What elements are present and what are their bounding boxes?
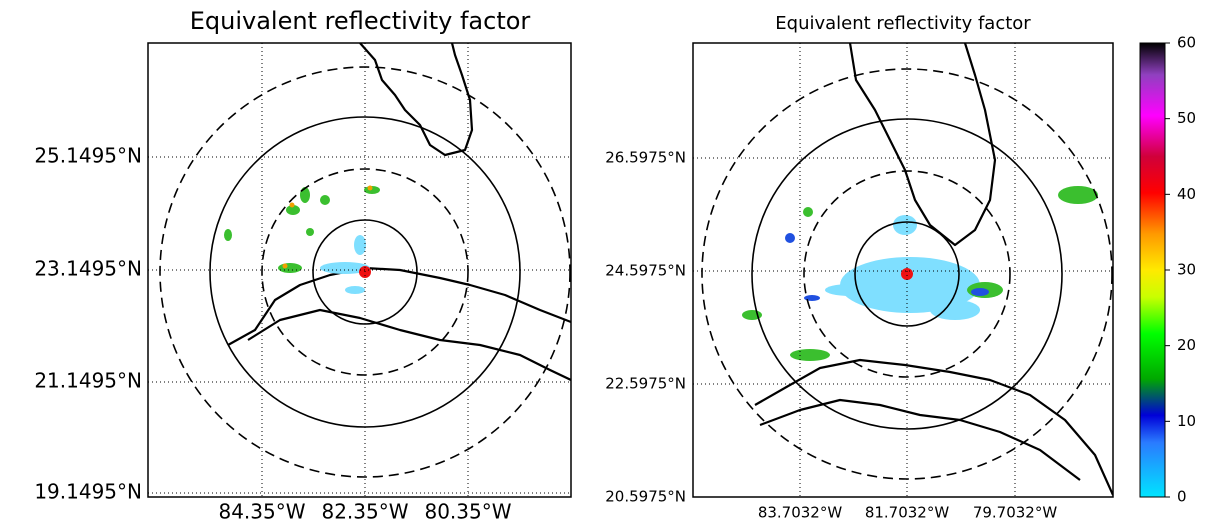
map-frame: [692, 42, 1114, 498]
lat-label: 26.5975°N: [605, 149, 686, 167]
left-map: [224, 43, 571, 381]
lat-label: 19.1495°N: [34, 480, 142, 504]
lat-label: 22.5975°N: [605, 375, 686, 393]
lon-label: 84.35°W: [218, 500, 305, 524]
lat-label: 24.5975°N: [605, 262, 686, 280]
range-ring: [312, 219, 418, 325]
colorbar: [1139, 42, 1166, 498]
colorbar-label: 0: [1177, 488, 1187, 506]
lat-label: 20.5975°N: [605, 488, 686, 506]
colorbar-label: 10: [1177, 412, 1196, 430]
lon-label: 82.35°W: [321, 500, 408, 524]
lat-label: 23.1495°N: [34, 257, 142, 281]
panel-title: Equivalent reflectivity factor: [775, 13, 1031, 34]
lat-label: 25.1495°N: [34, 144, 142, 168]
colorbar-label: 20: [1177, 336, 1196, 354]
panel-title: Equivalent reflectivity factor: [190, 7, 531, 35]
colorbar-label: 60: [1177, 34, 1196, 52]
lon-label: 79.7032°W: [973, 504, 1058, 522]
colorbar-label: 50: [1177, 109, 1196, 127]
lat-label: 21.1495°N: [34, 369, 142, 393]
colorbar-label: 30: [1177, 261, 1196, 279]
lon-label: 80.35°W: [424, 500, 511, 524]
range-ring: [854, 221, 960, 327]
lon-label: 81.7032°W: [865, 504, 950, 522]
colorbar-label: 40: [1177, 185, 1196, 203]
radar-site: [901, 268, 913, 280]
lon-label: 83.7032°W: [758, 504, 843, 522]
